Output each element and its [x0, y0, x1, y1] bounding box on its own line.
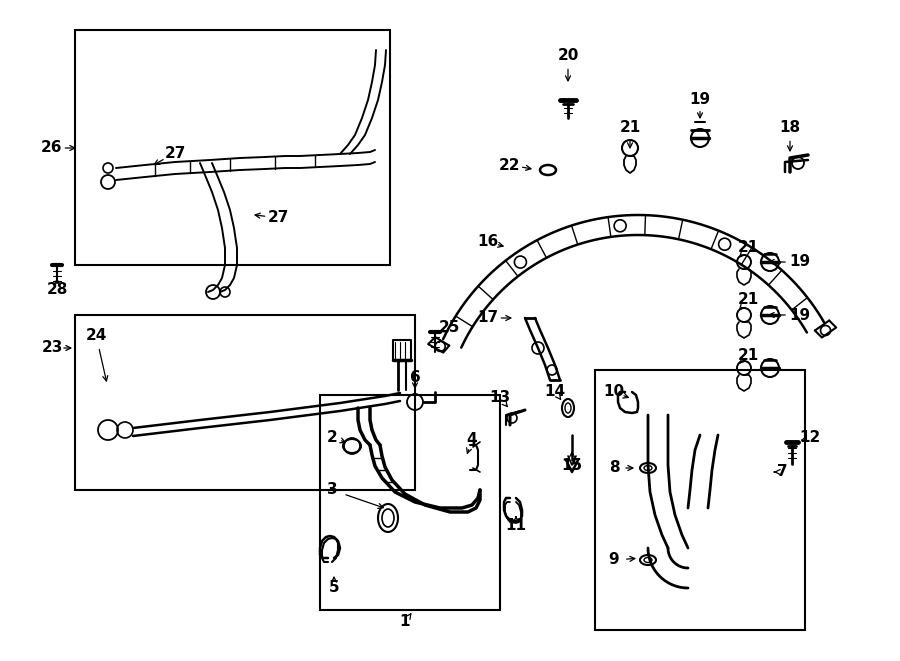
Text: 14: 14: [544, 385, 565, 399]
Text: 28: 28: [46, 282, 68, 297]
Text: 7: 7: [777, 465, 788, 479]
Text: 16: 16: [477, 235, 499, 249]
Text: 21: 21: [737, 293, 759, 307]
Text: 25: 25: [438, 321, 460, 336]
Text: 21: 21: [737, 348, 759, 362]
Text: 19: 19: [789, 307, 811, 323]
Text: 2: 2: [327, 430, 338, 444]
Text: 4: 4: [467, 432, 477, 447]
Text: 13: 13: [490, 391, 510, 405]
Text: 3: 3: [327, 483, 338, 498]
Text: 1: 1: [400, 615, 410, 629]
Text: 22: 22: [500, 157, 521, 173]
Text: 6: 6: [410, 369, 420, 385]
Text: 20: 20: [557, 48, 579, 63]
Text: 10: 10: [603, 385, 625, 399]
Text: 17: 17: [477, 311, 499, 325]
Text: 15: 15: [562, 457, 582, 473]
Text: 5: 5: [328, 580, 339, 596]
Text: 27: 27: [165, 145, 185, 161]
Text: 11: 11: [506, 518, 526, 533]
Text: 27: 27: [267, 210, 289, 225]
Text: 19: 19: [789, 254, 811, 270]
Text: 18: 18: [779, 120, 801, 136]
Text: 21: 21: [619, 120, 641, 136]
Text: 19: 19: [689, 93, 711, 108]
Bar: [320, 395, 500, 610]
Text: 21: 21: [737, 241, 759, 256]
Bar: [595, 370, 805, 630]
Text: 24: 24: [86, 327, 107, 342]
Text: 26: 26: [41, 141, 63, 155]
Bar: [75, 315, 415, 490]
Text: 8: 8: [608, 461, 619, 475]
Text: 12: 12: [799, 430, 821, 446]
Bar: [75, 30, 390, 265]
Text: 9: 9: [608, 553, 619, 568]
Text: 23: 23: [41, 340, 63, 356]
